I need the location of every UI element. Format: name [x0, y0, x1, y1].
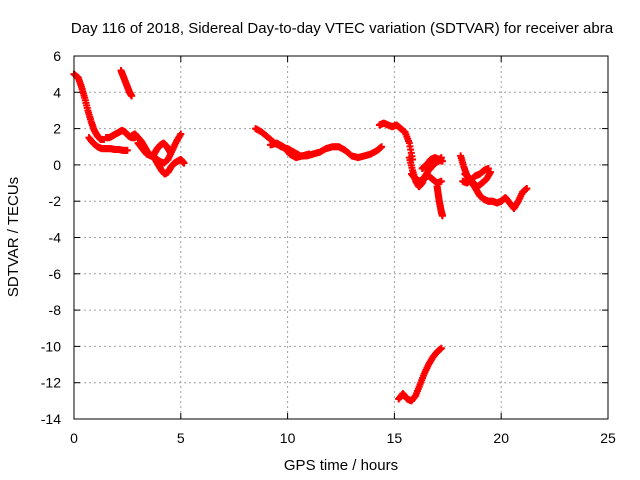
data-marks	[70, 67, 531, 405]
y-tick-labels: -14 -12 -10 -8 -6 -4 -2 0 2 4 6	[41, 48, 61, 427]
grid-lines	[74, 56, 608, 419]
series-track-18	[461, 168, 495, 191]
data-point	[305, 150, 313, 158]
data-point	[484, 165, 492, 173]
x-tick-label: 15	[387, 430, 403, 446]
y-axis-title: SDTVAR / TECUs	[5, 177, 22, 297]
y-tick-label: 2	[53, 121, 61, 137]
series-track-1	[70, 70, 108, 143]
x-tick-label: 25	[600, 430, 616, 446]
data-point	[438, 212, 446, 220]
data-point	[180, 159, 188, 167]
x-tick-label: 10	[280, 430, 296, 446]
series-track-19	[497, 184, 531, 212]
y-tick-label: -4	[49, 230, 62, 246]
y-tick-label: -10	[41, 338, 61, 354]
data-point	[128, 92, 136, 100]
chart-title: Day 116 of 2018, Sidereal Day-to-day VTE…	[71, 20, 614, 37]
series-track-3	[85, 134, 131, 154]
data-point	[487, 168, 495, 176]
x-tick-label: 5	[177, 430, 185, 446]
y-tick-label: -6	[49, 266, 62, 282]
data-point	[438, 157, 446, 165]
y-tick-label: -2	[49, 193, 62, 209]
y-tick-label: -8	[49, 302, 62, 318]
data-point	[523, 184, 531, 192]
y-tick-label: 4	[53, 84, 61, 100]
data-point	[378, 143, 386, 151]
series-track-9	[267, 139, 313, 162]
data-point	[123, 146, 131, 154]
series-track-14	[433, 183, 446, 220]
y-tick-label: -14	[41, 411, 61, 427]
x-tick-label: 20	[493, 430, 509, 446]
x-axis-title: GPS time / hours	[284, 457, 398, 474]
series-track-15	[395, 344, 445, 405]
data-point	[437, 177, 445, 185]
data-point	[437, 344, 445, 352]
data-point	[177, 130, 185, 138]
series-track-13	[418, 154, 446, 173]
series-track-10	[375, 119, 417, 163]
axis-ticks	[73, 55, 609, 420]
series-track-4	[117, 67, 136, 100]
y-tick-label: 6	[53, 48, 61, 64]
y-tick-label: 0	[53, 157, 61, 173]
x-tick-labels: 0 5 10 15 20 25	[70, 430, 616, 446]
y-tick-label: -12	[41, 375, 61, 391]
series-track-12	[407, 170, 445, 187]
series-track-7	[151, 155, 188, 178]
x-tick-label: 0	[70, 430, 78, 446]
